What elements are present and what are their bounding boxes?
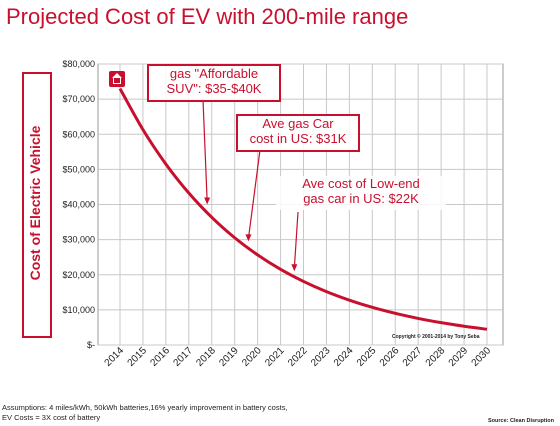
x-tick-label: 2017: [171, 345, 195, 369]
x-tick-label: 2024: [332, 345, 356, 369]
y-tick-labels: $- $10,000 $20,000 $30,000 $40,000 $50,000 $60…: [62, 59, 95, 350]
x-tick-label: 2030: [470, 345, 494, 369]
annotation-arrowhead: [291, 264, 298, 272]
chart-title: Projected Cost of EV with 200-mile range: [6, 4, 409, 29]
y-tick-label: $50,000: [62, 164, 95, 174]
annotation-arrowhead: [204, 197, 211, 205]
annotation-low-end-gas-car-line1: Ave cost of Low-end: [302, 176, 420, 191]
x-tick-label: 2028: [424, 345, 448, 369]
x-tick-label: 2026: [378, 345, 402, 369]
y-tick-label: $20,000: [62, 270, 95, 280]
assumptions-line2: EV Costs = 3X cost of battery: [2, 413, 101, 422]
annotation-arrowhead: [245, 234, 252, 242]
x-tick-label: 2023: [309, 345, 333, 369]
x-tick-labels: 2014 2015 2016 2017 2018 2019 2020 2021 2022 2023…: [103, 345, 494, 369]
x-tick-label: 2025: [355, 345, 379, 369]
x-tick-label: 2016: [148, 345, 172, 369]
assumptions-note: Assumptions: 4 miles/kWh, 50kWh batterie…: [2, 403, 288, 423]
annotation-low-end-gas-car: Ave cost of Low-end gas car in US: $22K: [276, 176, 446, 210]
x-tick-label: 2018: [194, 345, 218, 369]
y-tick-label: $40,000: [62, 200, 95, 210]
y-axis-label-box: [22, 72, 52, 338]
y-tick-label: $80,000: [62, 59, 95, 69]
annotation-ave-gas-car-line1: Ave gas Car: [262, 116, 334, 131]
x-tick-label: 2019: [217, 345, 241, 369]
y-tick-label: $-: [87, 340, 95, 350]
y-tick-label: $10,000: [62, 305, 95, 315]
annotation-arrows: [202, 99, 299, 272]
annotation-arrow: [202, 99, 208, 202]
x-tick-label: 2020: [240, 345, 264, 369]
y-tick-label: $30,000: [62, 235, 95, 245]
y-tick-label: $60,000: [62, 129, 95, 139]
annotation-arrow: [247, 149, 261, 239]
y-tick-label: $70,000: [62, 94, 95, 104]
x-tick-label: 2014: [103, 345, 127, 369]
house-icon: [109, 71, 125, 87]
x-tick-label: 2029: [447, 345, 471, 369]
x-tick-label: 2015: [126, 345, 150, 369]
annotation-affordable-suv-line1: gas "Affordable: [169, 66, 259, 81]
x-tick-label: 2022: [286, 345, 310, 369]
annotation-ave-gas-car: Ave gas Car cost in US: $31K: [236, 114, 360, 152]
annotation-ave-gas-car-line2: cost in US: $31K: [249, 131, 347, 146]
copyright-notice: Copyright © 2001-2014 by Tony Seba: [392, 334, 480, 340]
source-note: Source: Clean Disruption: [487, 418, 554, 424]
annotation-affordable-suv: gas "Affordable SUV": $35-$40K: [147, 64, 281, 102]
annotation-affordable-suv-line2: SUV": $35-$40K: [166, 81, 262, 96]
x-tick-label: 2027: [401, 345, 425, 369]
annotation-low-end-gas-car-line2: gas car in US: $22K: [303, 191, 419, 206]
annotation-arrow: [293, 211, 299, 269]
assumptions-line1: Assumptions: 4 miles/kWh, 50kWh batterie…: [2, 403, 288, 412]
x-tick-label: 2021: [263, 345, 287, 369]
cost-curve: [118, 87, 488, 331]
